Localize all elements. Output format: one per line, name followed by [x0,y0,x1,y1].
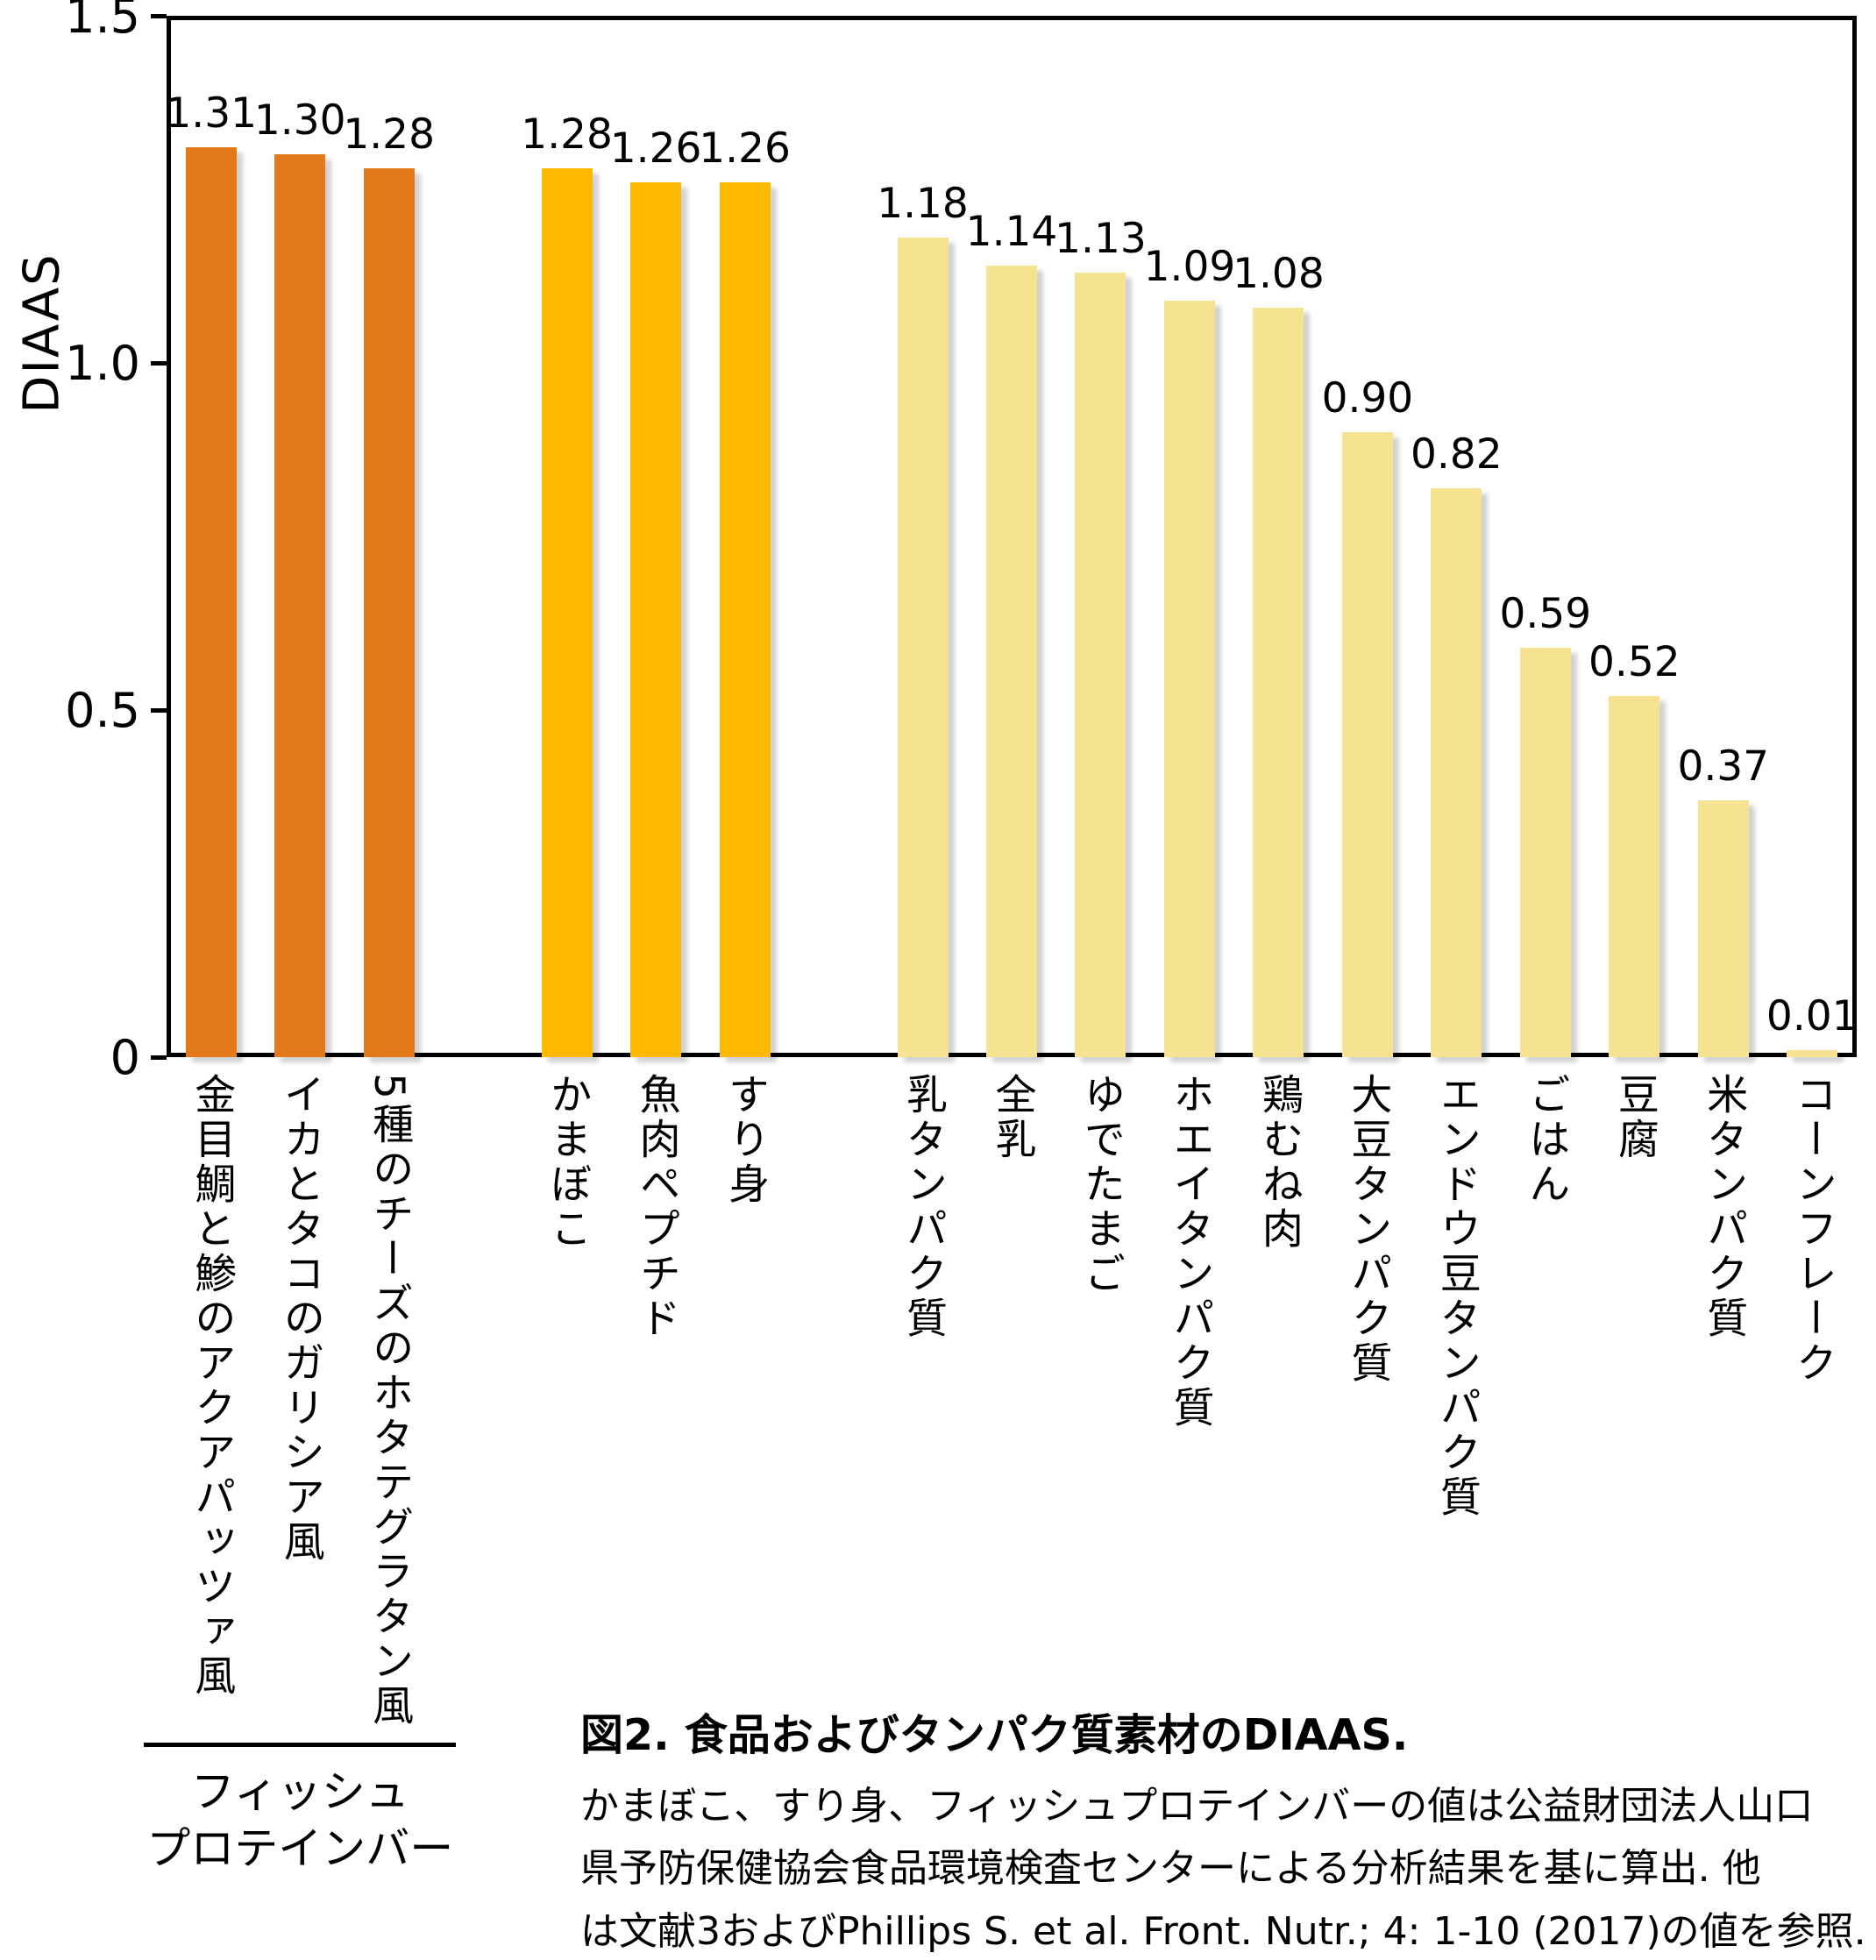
x-axis-category-label: ホエイタンパク質 [1165,1073,1214,1431]
fish-protein-bar-group-label-line1: フィッシュ [190,1766,409,1817]
caption-body-line: 県予防保健協会食品環境検査センターによる分析結果を基に算出. 他 [580,1846,1761,1892]
y-tick-label: 0.5 [65,683,140,738]
bar [1519,647,1571,1057]
y-tick-label: 1.0 [65,336,140,391]
y-tick-mark [151,708,167,713]
x-axis-category-label: 米タンパク質 [1699,1073,1748,1341]
bar [986,266,1037,1057]
x-axis-category-label: 5種のチーズのホタテグラタン風 [365,1073,414,1729]
bar [1697,799,1749,1057]
bar-value-label: 1.08 [1233,249,1325,298]
x-axis-category-label: 魚肉ペプチド [631,1073,680,1341]
x-axis-category-label: 全乳 [987,1073,1036,1162]
bar [1609,696,1660,1057]
bar [541,168,593,1057]
x-axis-category-label: 鶏むね肉 [1254,1073,1303,1252]
bar-value-label: 0.59 [1499,589,1592,638]
x-axis-category-label: すり身 [721,1073,770,1207]
bar-value-label: 1.14 [965,208,1058,257]
bar-value-label: 1.31 [165,89,258,138]
bar-value-label: 1.18 [877,180,969,229]
y-tick-mark [151,361,167,366]
bar-value-label: 1.30 [253,96,346,146]
bar-value-label: 0.37 [1677,742,1770,791]
x-axis-category-label: 乳タンパク質 [899,1073,948,1341]
bar [897,238,949,1057]
bar-value-label: 0.52 [1588,638,1681,687]
bar [185,147,237,1057]
x-axis-category-label: 金目鯛と鯵のアクアパッツァ風 [187,1073,236,1699]
x-axis-category-label: コーンフレーク [1787,1073,1837,1386]
bar [1431,487,1482,1057]
fish-protein-bar-group-bracket-line [144,1743,457,1747]
bar [274,154,326,1057]
x-axis-category-label: 豆腐 [1610,1073,1659,1162]
bar-value-label: 0.01 [1766,992,1858,1041]
y-tick-label: 0 [110,1030,140,1085]
bar-value-label: 1.13 [1055,215,1147,264]
x-axis-category-label: ごはん [1521,1073,1570,1207]
bar-value-label: 0.90 [1321,374,1414,423]
bar [363,168,415,1057]
fish-protein-bar-group-label: フィッシュ プロテインバー [146,1764,453,1878]
y-axis-title: DIAAS [13,252,71,414]
bar-value-label: 1.28 [343,110,435,160]
y-tick-label: 1.5 [65,0,140,44]
fish-protein-bar-group-label-line2: プロテインバー [146,1823,454,1874]
x-axis-category-label: イカとタコのガリシア風 [275,1073,324,1565]
x-axis-category-label: かまぼこ [543,1073,592,1252]
x-axis-category-label: エンドウ豆タンパク質 [1432,1073,1481,1520]
x-axis-category-label: 大豆タンパク質 [1343,1073,1392,1386]
bar [1075,273,1126,1057]
bar [719,182,771,1057]
y-tick-mark [151,14,167,18]
bar [1253,307,1304,1057]
bar [1341,432,1393,1057]
bar [1787,1050,1838,1057]
bar-value-label: 1.26 [609,124,702,174]
bar-value-label: 1.26 [699,124,791,174]
bar-value-label: 1.28 [521,110,613,160]
y-tick-mark [151,1055,167,1060]
bar [630,182,682,1057]
bar-value-label: 1.09 [1143,242,1236,291]
bar-value-label: 0.82 [1411,430,1503,479]
caption-title: 図2. 食品およびタンパク質素材のDIAAS. [580,1710,1409,1760]
x-axis-category-label: ゆでたまご [1076,1073,1125,1296]
caption-body-line: かまぼこ、すり身、フィッシュプロテインバーの値は公益財団法人山口 [580,1784,1814,1829]
bar [1163,300,1215,1057]
figure-caption: 図2. 食品およびタンパク質素材のDIAAS. かまぼこ、すり身、フィッシュプロ… [580,1704,1866,1960]
caption-body-line: は文献3およびPhillips S. et al. Front. Nutr.; … [580,1908,1866,1954]
